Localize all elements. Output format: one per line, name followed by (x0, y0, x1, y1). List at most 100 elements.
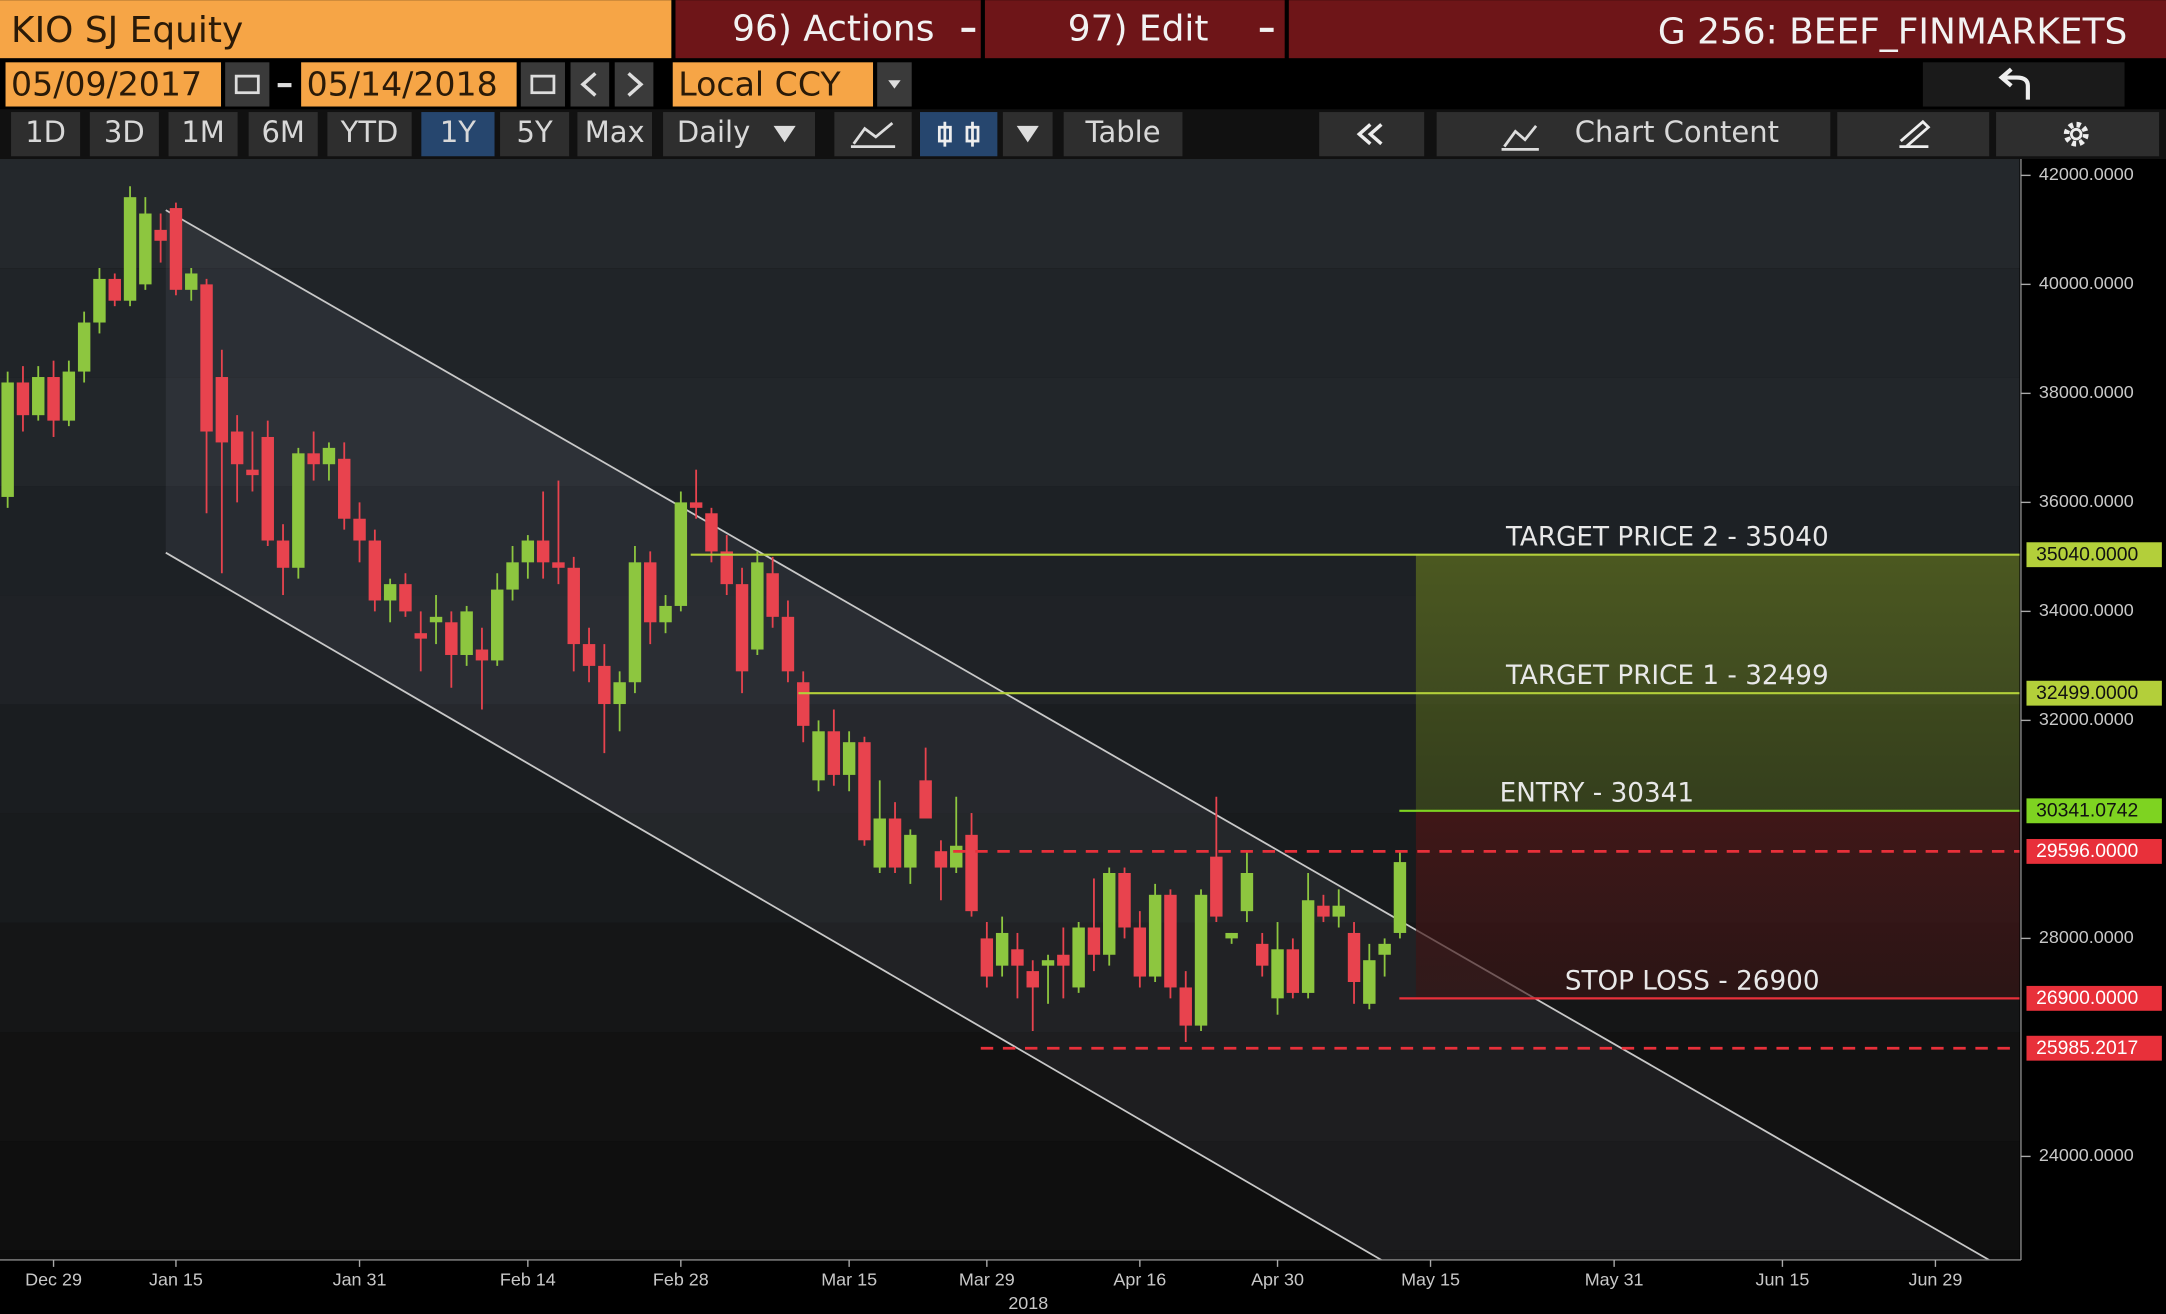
collapse-icon (1356, 123, 1383, 146)
candle-body (1271, 949, 1284, 999)
candle-body (812, 731, 825, 781)
dropdown-arrow (888, 80, 901, 89)
period-label: 1M (181, 115, 224, 149)
profit-zone (1415, 554, 2020, 811)
period-label: 3D (104, 115, 145, 149)
period-button[interactable] (500, 112, 570, 157)
period-button[interactable] (577, 112, 653, 157)
calendar-button[interactable] (520, 62, 565, 107)
candle-body (1057, 954, 1070, 966)
candle-body (1, 382, 14, 497)
channel-upper (165, 209, 1990, 1260)
calendar-button[interactable] (225, 62, 270, 107)
candle-body (1378, 943, 1391, 955)
level-axis-label: 29596.0000 (2036, 841, 2138, 862)
x-tick-label: May 31 (1585, 1269, 1644, 1289)
x-tick-label: Jan 31 (333, 1269, 387, 1289)
calendar-icon (234, 74, 260, 95)
currency: Local CCY (678, 64, 841, 103)
level-axis-box (2026, 985, 2162, 1011)
edit-menu[interactable] (984, 0, 1285, 59)
period-button[interactable] (168, 112, 238, 157)
period-label: YTD (340, 115, 399, 149)
candle-body (276, 540, 290, 568)
candle-body (995, 932, 1009, 966)
level-label: ENTRY - 30341 (1500, 779, 1694, 809)
candle-chart-button[interactable] (919, 112, 998, 157)
candle-body (1026, 971, 1039, 988)
edit: 97) Edit (1068, 9, 1209, 50)
candle-body (108, 278, 121, 301)
end-date-box[interactable] (301, 62, 517, 107)
candle-body (797, 682, 810, 726)
background-band (0, 1250, 2020, 1260)
candle-body (123, 197, 137, 301)
candle-body (414, 633, 427, 639)
background-band (0, 377, 2020, 487)
next-button[interactable] (614, 62, 654, 107)
candle-body (1041, 960, 1055, 966)
candle-body (429, 616, 443, 623)
period-button[interactable] (248, 112, 318, 157)
level-axis-box (2026, 798, 2162, 824)
y-tick-label: 40000.0000 (2039, 273, 2134, 293)
table-button[interactable] (1063, 112, 1183, 157)
dropdown-dash (1259, 27, 1274, 32)
period-button[interactable] (327, 112, 412, 157)
level-label: TARGET PRICE 1 - 32499 (1505, 661, 1829, 691)
settings-button[interactable] (1996, 112, 2160, 157)
candle-body (169, 208, 183, 290)
currency-box[interactable] (672, 62, 874, 107)
candle-body (1286, 949, 1300, 993)
x-tick-label: May 15 (1401, 1269, 1460, 1289)
candle-body (322, 447, 336, 465)
x-tick-label: Dec 29 (25, 1269, 82, 1289)
next-icon (627, 72, 644, 97)
annotate-icon (1899, 119, 1931, 148)
end-date: 05/14/2018 (307, 64, 498, 103)
level-axis-label: 30341.0742 (2036, 801, 2138, 822)
security: KIO SJ Equity (11, 10, 243, 51)
annotate-button[interactable] (1837, 112, 1990, 157)
level-axis-label: 35040.0000 (2036, 545, 2138, 566)
candle-body (1103, 873, 1116, 955)
prev-button[interactable] (570, 62, 610, 107)
x-tick-label: Apr 30 (1251, 1269, 1304, 1289)
page-title: G 256: BEEF_FINMARKETS (1658, 11, 2127, 52)
candle-body (261, 436, 274, 541)
plot-area: TARGET PRICE 2 - 35040 TARGET PRICE 1 - 3… (0, 159, 2020, 1260)
frequency: Daily (677, 115, 750, 149)
candle-body (858, 742, 871, 841)
candle-body (491, 589, 504, 661)
period-button[interactable] (89, 112, 159, 157)
level-label: TARGET PRICE 2 - 35040 (1505, 523, 1829, 553)
candle-body (965, 834, 978, 912)
period-label: 1D (25, 115, 66, 149)
line-chart-icon (850, 122, 896, 148)
y-tick-label: 24000.0000 (2039, 1145, 2134, 1165)
candle-body (842, 742, 856, 775)
candle-body (1164, 894, 1177, 988)
level-axis-box (2026, 1035, 2162, 1061)
x-tick-label: Feb 28 (653, 1269, 709, 1289)
dropdown-dash (961, 27, 976, 32)
start-date-box[interactable] (5, 62, 222, 107)
period-button[interactable] (11, 112, 81, 157)
chart-content-icon (1501, 124, 1539, 151)
back-button[interactable] (1922, 62, 2125, 107)
candle-body (445, 622, 458, 655)
security-box[interactable] (0, 0, 672, 59)
chart-content: Chart Content (1575, 115, 1779, 149)
period-button[interactable] (421, 112, 495, 157)
y-axis-panel (2019, 159, 2166, 1314)
candle-body (230, 431, 244, 465)
candle-body (1317, 905, 1330, 917)
y-tick-label: 32000.0000 (2039, 709, 2134, 729)
candle-body (689, 502, 703, 508)
level-label: STOP LOSS - 26900 (1565, 966, 1820, 996)
actions-menu[interactable] (675, 0, 981, 59)
candle-body (139, 213, 152, 285)
candle-body (1087, 927, 1101, 955)
settings-icon-core (2069, 127, 2083, 141)
candle-body (1194, 894, 1208, 1026)
